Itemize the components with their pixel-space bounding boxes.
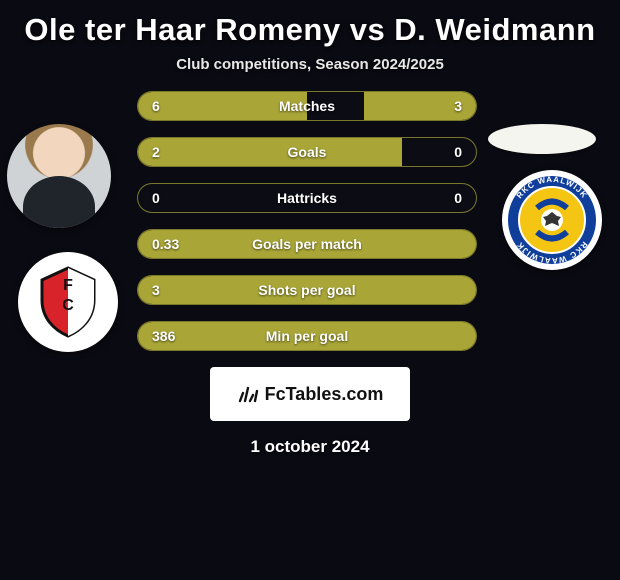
player2-club-crest: RKC WAALWIJK RKC WAALWIJK	[502, 170, 602, 270]
player1-club-crest: F C	[18, 252, 118, 352]
stat-row-hattricks: 0 Hattricks 0	[137, 183, 477, 213]
stat-value-right: 0	[454, 184, 462, 212]
stat-label: Hattricks	[138, 184, 476, 212]
stat-label: Min per goal	[138, 322, 476, 350]
stat-row-matches: 6 Matches 3	[137, 91, 477, 121]
stat-value-right: 0	[454, 138, 462, 166]
svg-text:F: F	[63, 277, 73, 294]
page-subtitle: Club competitions, Season 2024/2025	[0, 52, 620, 91]
stat-label: Goals per match	[138, 230, 476, 258]
stat-label: Matches	[138, 92, 476, 120]
page-title: Ole ter Haar Romeny vs D. Weidmann	[0, 0, 620, 52]
stat-row-shots-per-goal: 3 Shots per goal	[137, 275, 477, 305]
player1-avatar	[7, 124, 111, 228]
bars-icon	[237, 383, 259, 405]
stat-value-right: 3	[454, 92, 462, 120]
stat-label: Shots per goal	[138, 276, 476, 304]
stat-label: Goals	[138, 138, 476, 166]
brand-label: FcTables.com	[265, 384, 384, 405]
brand-badge: FcTables.com	[210, 367, 410, 421]
comparison-bars: 6 Matches 3 2 Goals 0 0 Hattricks 0 0.33…	[137, 91, 477, 351]
player2-avatar	[488, 124, 596, 154]
svg-text:C: C	[62, 297, 74, 314]
stat-row-min-per-goal: 386 Min per goal	[137, 321, 477, 351]
stat-row-goals: 2 Goals 0	[137, 137, 477, 167]
stat-row-goals-per-match: 0.33 Goals per match	[137, 229, 477, 259]
generated-date: 1 october 2024	[0, 425, 620, 457]
